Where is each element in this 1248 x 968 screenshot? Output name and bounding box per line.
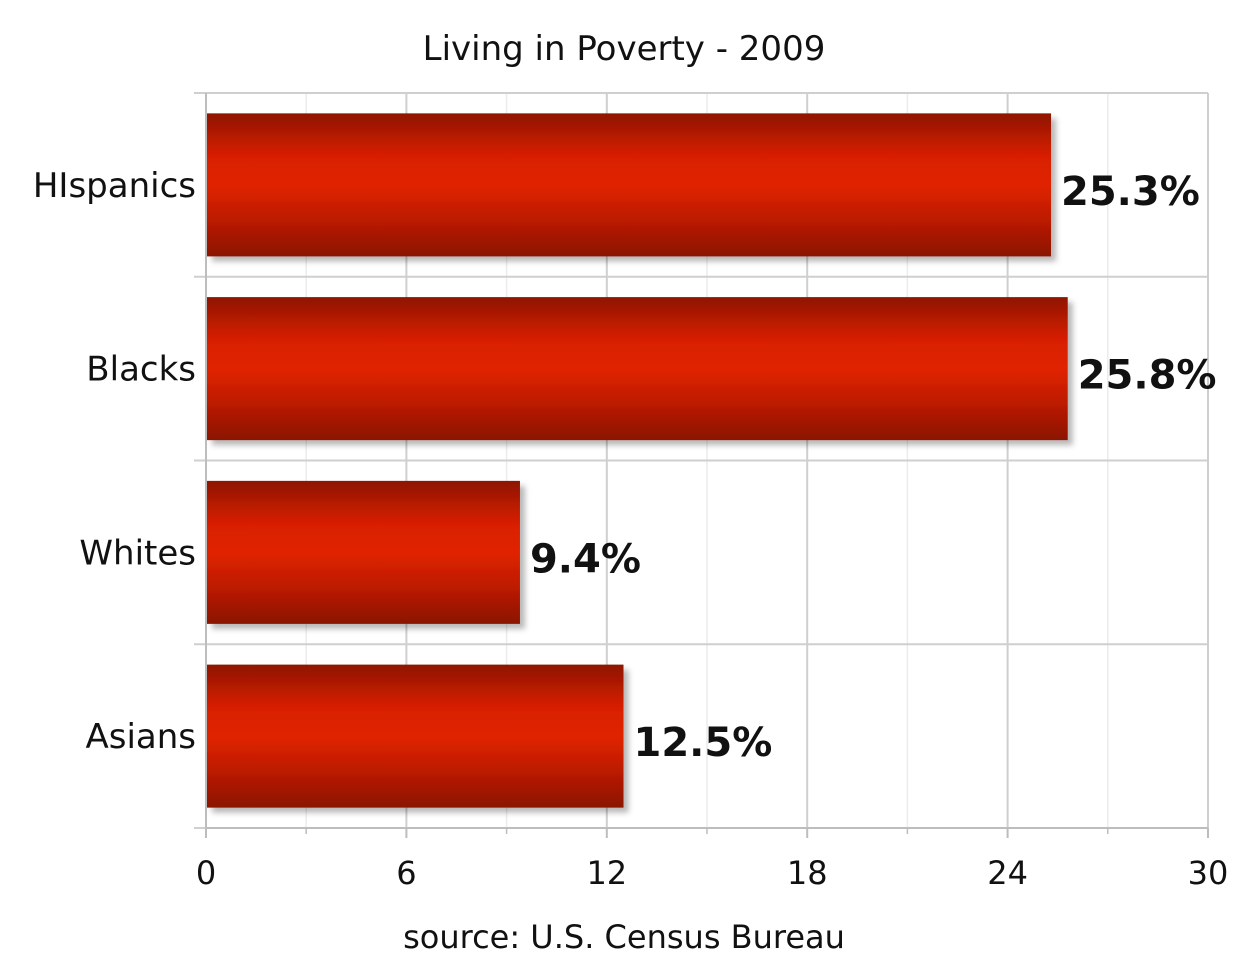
x-tick-label: 12 — [586, 854, 627, 892]
bar-value-label: 25.8% — [1078, 353, 1217, 399]
axis-layer: 0 6 12 18 24 30 — [196, 93, 1229, 892]
x-tick-label: 24 — [987, 854, 1028, 892]
label-layer: HIspanics 25.3% Blacks 25.8% Whites 9.4% Asian… — [33, 166, 1217, 766]
bar — [207, 480, 520, 624]
bar-value-label: 25.3% — [1061, 169, 1200, 215]
chart-title: Living in Poverty - 2009 — [423, 29, 826, 69]
y-category-label: Blacks — [86, 350, 196, 390]
x-tick-label: 30 — [1188, 854, 1229, 892]
x-tick-label: 6 — [396, 854, 416, 892]
y-category-label: Asians — [85, 717, 196, 757]
y-category-label: Whites — [79, 533, 196, 573]
bar-value-label: 9.4% — [530, 536, 641, 582]
bar-value-label: 12.5% — [634, 720, 773, 766]
x-axis-label: source: U.S. Census Bureau — [403, 918, 845, 956]
y-category-label: HIspanics — [33, 166, 196, 206]
bar — [207, 297, 1068, 441]
bar-layer — [207, 113, 1068, 808]
x-tick-label: 18 — [787, 854, 828, 892]
x-tick-label: 0 — [196, 854, 216, 892]
bar — [207, 113, 1052, 257]
bar — [207, 664, 624, 808]
